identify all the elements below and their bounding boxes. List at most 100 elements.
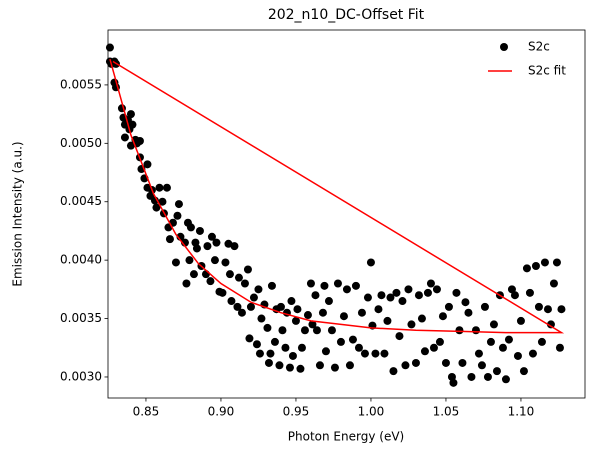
- point: [291, 316, 300, 325]
- y-tick-label: 0.0055: [60, 77, 102, 91]
- y-tick-label: 0.0030: [60, 369, 102, 383]
- point: [210, 256, 219, 265]
- point: [207, 232, 216, 241]
- point: [293, 305, 302, 314]
- point: [126, 141, 135, 150]
- point: [363, 293, 372, 302]
- point: [155, 183, 164, 192]
- point: [227, 297, 236, 306]
- point: [287, 297, 296, 306]
- point: [300, 326, 309, 335]
- point: [377, 291, 386, 300]
- point: [461, 298, 470, 307]
- point: [182, 279, 191, 288]
- point: [392, 288, 401, 297]
- point: [237, 308, 246, 317]
- point: [429, 343, 438, 352]
- point: [441, 358, 450, 367]
- x-tick-label: 1.10: [508, 405, 535, 419]
- point: [233, 302, 242, 311]
- point: [492, 367, 501, 376]
- point: [336, 337, 345, 346]
- point: [435, 337, 444, 346]
- x-tick-label: 1.00: [358, 405, 385, 419]
- point: [339, 312, 348, 321]
- point: [143, 160, 152, 169]
- point: [252, 340, 261, 349]
- point: [303, 311, 312, 320]
- y-axis-label: Emission Intensity (a.u.): [11, 141, 25, 286]
- point: [407, 320, 416, 329]
- point: [444, 302, 453, 311]
- point: [552, 258, 561, 267]
- point: [477, 361, 486, 370]
- point: [201, 270, 210, 279]
- point: [306, 279, 315, 288]
- point: [276, 302, 285, 311]
- point: [257, 314, 266, 323]
- point: [414, 291, 423, 300]
- point: [501, 375, 510, 384]
- x-tick-label: 0.85: [133, 405, 160, 419]
- point: [357, 308, 366, 317]
- point: [327, 326, 336, 335]
- point: [243, 265, 252, 274]
- point: [404, 285, 413, 294]
- point: [246, 302, 255, 311]
- point: [557, 305, 566, 314]
- point: [221, 258, 230, 267]
- point: [546, 320, 555, 329]
- point: [312, 326, 321, 335]
- point: [321, 347, 330, 356]
- point: [498, 343, 507, 352]
- point: [255, 349, 264, 358]
- point: [135, 136, 144, 145]
- point: [281, 343, 290, 352]
- point: [458, 358, 467, 367]
- point: [192, 244, 201, 253]
- point: [525, 288, 534, 297]
- point: [489, 320, 498, 329]
- x-tick-label: 1.05: [433, 405, 460, 419]
- point: [398, 297, 407, 306]
- point: [120, 133, 129, 142]
- y-tick-label: 0.0045: [60, 194, 102, 208]
- point: [549, 279, 558, 288]
- point: [486, 337, 495, 346]
- point: [345, 361, 354, 370]
- point: [555, 343, 564, 352]
- point: [464, 308, 473, 317]
- point: [423, 288, 432, 297]
- point: [212, 238, 221, 247]
- point: [203, 242, 212, 251]
- legend-marker: [500, 43, 508, 51]
- point: [504, 335, 513, 344]
- point: [254, 285, 263, 294]
- point: [426, 279, 435, 288]
- point: [534, 302, 543, 311]
- point: [278, 326, 287, 335]
- point: [383, 316, 392, 325]
- point: [266, 349, 275, 358]
- legend-label: S2c: [528, 40, 550, 54]
- point: [249, 293, 258, 302]
- point: [351, 281, 360, 290]
- point: [270, 337, 279, 346]
- point: [128, 120, 137, 129]
- point: [162, 183, 171, 192]
- y-tick-label: 0.0040: [60, 253, 102, 267]
- point: [386, 293, 395, 302]
- point: [417, 314, 426, 323]
- point: [126, 110, 135, 119]
- legend-label: S2c fit: [528, 64, 566, 78]
- point: [510, 291, 519, 300]
- point: [285, 363, 294, 372]
- y-tick-label: 0.0035: [60, 311, 102, 325]
- point: [158, 197, 167, 206]
- point: [519, 367, 528, 376]
- point: [275, 361, 284, 370]
- point: [264, 358, 273, 367]
- point: [230, 242, 239, 251]
- point: [311, 291, 320, 300]
- point: [438, 312, 447, 321]
